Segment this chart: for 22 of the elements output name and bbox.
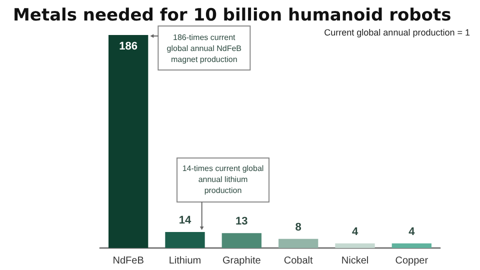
bar [108,35,148,248]
x-tick-label: Cobalt [284,256,314,266]
x-tick-label: Lithium [168,256,202,266]
annotation: Current global annual production = 1 [324,28,470,38]
data-label: 8 [295,221,302,234]
bar [278,238,318,248]
x-tick-label: Copper [395,256,429,266]
bar [165,232,205,248]
bar [392,243,432,248]
bar [222,233,262,248]
data-label: 4 [408,226,416,238]
chart-title: Metals needed for 10 billion humanoid robots [13,6,452,26]
data-label: 13 [236,216,248,228]
x-tick-label: NdFeB [112,256,144,266]
bar [335,243,375,248]
x-tick-label: Nickel [341,256,369,266]
x-tick-label: Graphite [222,256,262,266]
annotation: 14-times current global annual lithium production [181,163,265,198]
data-label: 14 [178,214,192,226]
annotation: 186-times current global annual NdFeB magnet production [166,32,243,66]
data-label: 186 [119,40,138,52]
data-label: 4 [352,226,359,238]
